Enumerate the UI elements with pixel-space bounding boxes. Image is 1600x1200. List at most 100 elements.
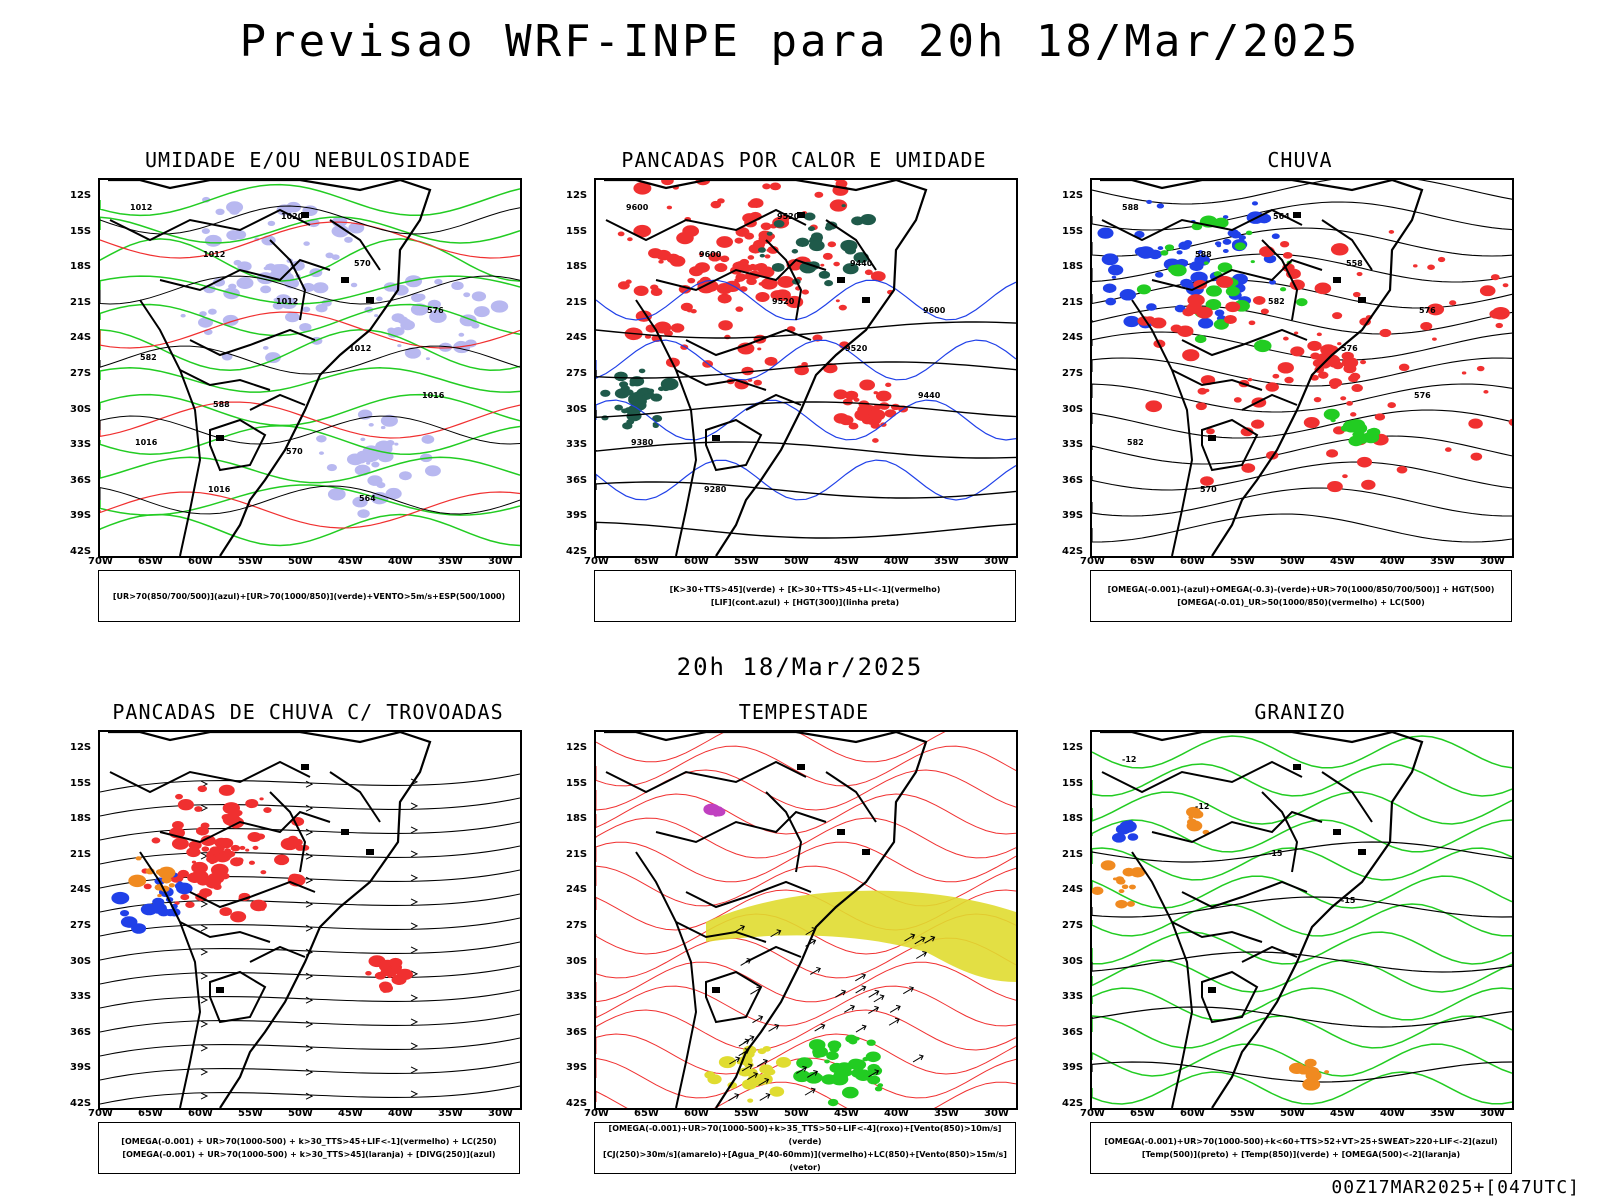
water-red-contour — [596, 1033, 1016, 1075]
omega-blue-area — [1214, 241, 1222, 246]
rain-red-area — [1240, 427, 1254, 437]
map-panel: 1012 1012 1012 1012 1016 1016 1016 1020 570 576 58… — [98, 178, 522, 558]
latitude-tick-label: 15S — [70, 777, 92, 789]
rain-red-area — [1476, 365, 1485, 372]
omega-green-area — [1136, 284, 1152, 295]
humidity-blue-area — [371, 461, 380, 468]
thunder-green-area — [622, 393, 628, 398]
map-panel — [98, 730, 522, 1110]
omega-blue-area — [1102, 283, 1117, 293]
state-border — [1131, 851, 1194, 1108]
omega-blue-area — [1101, 253, 1119, 266]
contour-label: 1016 — [422, 391, 445, 400]
longitude-tick-label: 55W — [238, 1108, 263, 1119]
thunder-green-area — [766, 231, 773, 236]
storm-red-area — [222, 813, 241, 826]
humidity-blue-area — [374, 314, 379, 318]
panel-title: PANCADAS POR CALOR E UMIDADE — [621, 148, 987, 172]
state-border — [209, 418, 267, 472]
storm-red-area — [204, 877, 212, 883]
wind850-vector — [868, 989, 880, 998]
wind850-green-area — [867, 1075, 881, 1085]
thunder-red-area — [835, 299, 840, 303]
omega-green-area — [1234, 242, 1246, 251]
wind-arrow — [305, 1092, 314, 1100]
omega-blue-area — [1269, 279, 1276, 285]
thunder-green-area — [807, 226, 815, 232]
latitude-tick-label: 12S — [1062, 190, 1084, 201]
rain-red-area — [1225, 301, 1241, 313]
humidity-blue-area — [331, 225, 350, 238]
hgt500-contour — [1092, 487, 1512, 517]
latitude-tick-label: 24S — [566, 884, 588, 896]
humidity-blue-area — [366, 461, 371, 465]
omega-blue-area — [1251, 201, 1259, 206]
rain-red-area — [1233, 397, 1242, 403]
longitude-tick-label: 70W — [88, 556, 113, 567]
longitude-tick-label: 45W — [834, 1108, 859, 1119]
wind-arrow — [410, 1042, 419, 1050]
omega-blue-area — [1238, 235, 1246, 241]
latitude-tick-label: 36S — [70, 474, 92, 486]
latitude-tick-label: 24S — [566, 332, 588, 344]
storm-red-area — [151, 837, 161, 844]
humidity-blue-area — [411, 293, 424, 303]
thunder-green-area — [652, 423, 659, 428]
longitude-tick-label: 55W — [734, 1108, 759, 1119]
wind850-vector — [796, 1065, 808, 1074]
rain-red-area — [1293, 331, 1299, 335]
wind-arrow — [200, 972, 209, 980]
thunder-green-area — [771, 262, 785, 272]
rain-red-area — [1330, 243, 1349, 256]
latitude-tick-label: 18S — [566, 261, 588, 273]
storm-red-area — [218, 784, 235, 796]
wind850-green-area — [793, 1070, 811, 1083]
lake-mark — [862, 297, 870, 303]
contour-label: 9600 — [923, 306, 946, 315]
thunder-red-area — [878, 402, 890, 410]
latitude-tick-label: 27S — [1062, 368, 1084, 379]
rain-red-area — [1248, 320, 1256, 326]
storm-red-area — [260, 870, 267, 875]
humidity-blue-area — [434, 278, 443, 285]
humidity-green-contour — [100, 393, 520, 427]
humidity-blue-area — [267, 220, 276, 227]
storm-orange-area — [164, 872, 169, 876]
thunder-red-area — [763, 282, 769, 286]
state-border — [209, 970, 267, 1024]
jet-yellow-area — [738, 1067, 752, 1077]
humidity-blue-area — [394, 442, 399, 446]
wind850-vector — [728, 1093, 740, 1102]
thunder-red-area — [835, 180, 848, 188]
state-border — [685, 328, 812, 357]
wind-arrow — [410, 1090, 419, 1098]
latitude-tick-label: 42S — [1062, 1098, 1084, 1109]
humidity-blue-area — [284, 311, 300, 323]
longitude-tick-label: 50W — [288, 1108, 313, 1119]
omega-green-area — [1213, 217, 1229, 229]
hgt500-contour — [1092, 253, 1512, 283]
rain-red-area — [1352, 291, 1361, 298]
wind-arrow — [410, 850, 419, 858]
humidity-blue-area — [380, 414, 398, 427]
contour-label: 582 — [1127, 438, 1144, 447]
humidity-blue-area — [425, 357, 431, 361]
thunder-red-area — [648, 248, 663, 259]
humidity-blue-area — [350, 282, 358, 288]
humidity-blue-area — [400, 320, 415, 331]
longitude-tick-label: 60W — [684, 556, 709, 567]
contour-label: 564 — [1273, 212, 1290, 221]
contour-label: 588 — [213, 400, 230, 409]
jet-yellow-area — [747, 1098, 754, 1103]
state-border — [249, 393, 306, 411]
thunder-green-area — [841, 204, 846, 208]
latitude-tick-label: 33S — [1062, 439, 1084, 451]
rain-red-area — [1216, 275, 1234, 288]
humidity-blue-area — [463, 292, 471, 298]
omega500-orange-area — [1126, 901, 1135, 907]
wind-arrow — [305, 828, 314, 836]
omega-green-area — [1167, 265, 1181, 274]
longitude-tick-label: 50W — [784, 1108, 809, 1119]
state-border — [675, 921, 767, 943]
latitude-tick-label: 33S — [70, 439, 92, 451]
